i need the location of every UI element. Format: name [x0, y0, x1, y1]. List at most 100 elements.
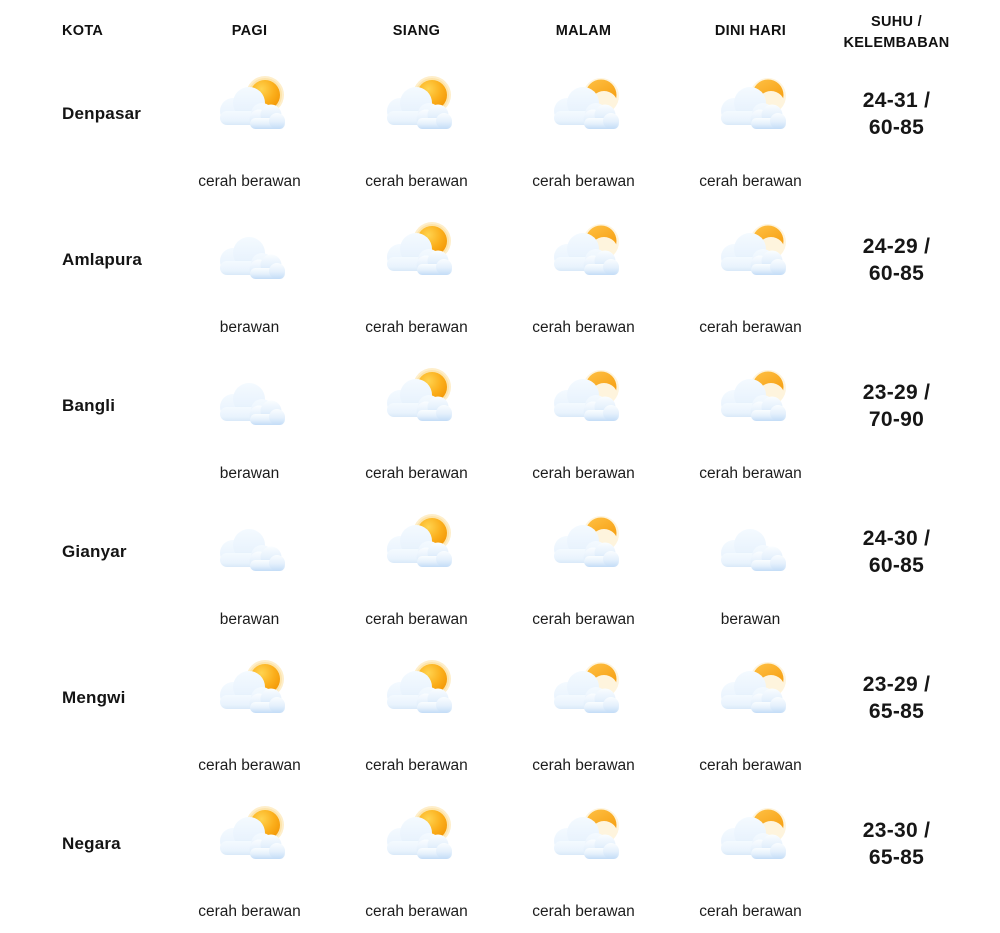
condition-label: cerah berawan — [365, 903, 468, 920]
suhu-line2: 70-90 — [868, 408, 925, 431]
cloud-icon — [711, 510, 791, 594]
sun-cloud-icon — [377, 802, 457, 886]
sun-cloud-icon — [377, 218, 457, 302]
condition-label: berawan — [720, 611, 781, 628]
condition-label: berawan — [219, 319, 280, 336]
forecast-cell-pagi: berawan — [166, 508, 333, 629]
condition-label: cerah berawan — [699, 903, 802, 920]
forecast-cell-siang: cerah berawan — [333, 70, 500, 191]
forecast-cell-siang: cerah berawan — [333, 654, 500, 775]
column-header-suhu-kelembaban: SUHU / KELEMBABAN — [834, 12, 959, 54]
condition-label: berawan — [219, 611, 280, 628]
suhu-line1: 24-31 / — [862, 89, 931, 112]
table-row: Mengwi cerah berawan cerah berawan cerah be… — [62, 654, 1000, 800]
city-name: Mengwi — [62, 688, 126, 707]
moon-cloud-icon — [544, 656, 624, 740]
suhu-line1: 23-29 / — [862, 673, 931, 696]
condition-label: cerah berawan — [699, 757, 802, 774]
condition-label: cerah berawan — [532, 611, 635, 628]
forecast-cell-dini-hari: cerah berawan — [667, 654, 834, 775]
sun-cloud-icon — [377, 72, 457, 156]
city-name: Gianyar — [62, 542, 127, 561]
table-row: Bangli berawan cerah berawan cerah berawan c… — [62, 362, 1000, 508]
suhu-line1: 24-30 / — [862, 527, 931, 550]
city-name: Bangli — [62, 396, 116, 415]
moon-cloud-icon — [711, 656, 791, 740]
forecast-cell-pagi: cerah berawan — [166, 800, 333, 921]
column-header-siang: SIANG — [392, 23, 441, 39]
condition-label: cerah berawan — [365, 173, 468, 190]
column-header-pagi: PAGI — [231, 23, 268, 39]
sun-cloud-icon — [377, 510, 457, 594]
forecast-cell-siang: cerah berawan — [333, 508, 500, 629]
suhu-kelembaban-value: 23-29 / 65-85 — [834, 654, 959, 742]
forecast-cell-malam: cerah berawan — [500, 508, 667, 629]
condition-label: cerah berawan — [532, 903, 635, 920]
column-header-malam: MALAM — [555, 23, 612, 39]
suhu-line1: 24-29 / — [862, 235, 931, 258]
sun-cloud-icon — [210, 802, 290, 886]
forecast-cell-dini-hari: cerah berawan — [667, 216, 834, 337]
condition-label: cerah berawan — [365, 465, 468, 482]
forecast-cell-pagi: berawan — [166, 362, 333, 483]
condition-label: cerah berawan — [198, 903, 301, 920]
table-row: Denpasar cerah berawan cerah berawan cerah … — [62, 70, 1000, 216]
sun-cloud-icon — [210, 656, 290, 740]
condition-label: cerah berawan — [699, 319, 802, 336]
table-header-row: KOTA PAGI SIANG MALAM DINI HARI SUHU / K… — [62, 12, 1000, 70]
forecast-cell-pagi: berawan — [166, 216, 333, 337]
city-name: Amlapura — [62, 250, 143, 269]
moon-cloud-icon — [544, 510, 624, 594]
moon-cloud-icon — [711, 218, 791, 302]
condition-label: cerah berawan — [365, 611, 468, 628]
condition-label: cerah berawan — [532, 757, 635, 774]
moon-cloud-icon — [544, 72, 624, 156]
moon-cloud-icon — [711, 364, 791, 448]
city-name: Denpasar — [62, 104, 142, 123]
condition-label: cerah berawan — [532, 173, 635, 190]
suhu-line1: 23-29 / — [862, 381, 931, 404]
forecast-cell-malam: cerah berawan — [500, 654, 667, 775]
suhu-line2: 65-85 — [868, 846, 925, 869]
moon-cloud-icon — [711, 802, 791, 886]
column-header-dini-hari: DINI HARI — [714, 23, 787, 39]
table-row: Negara cerah berawan cerah berawan cerah be… — [62, 800, 1000, 933]
condition-label: berawan — [219, 465, 280, 482]
sun-cloud-icon — [210, 72, 290, 156]
condition-label: cerah berawan — [365, 757, 468, 774]
condition-label: cerah berawan — [699, 173, 802, 190]
table-body: Denpasar cerah berawan cerah berawan cerah … — [62, 70, 1000, 933]
forecast-cell-pagi: cerah berawan — [166, 654, 333, 775]
column-header-suhu-line2: KELEMBABAN — [843, 35, 950, 51]
suhu-kelembaban-value: 23-29 / 70-90 — [834, 362, 959, 450]
suhu-kelembaban-value: 24-30 / 60-85 — [834, 508, 959, 596]
condition-label: cerah berawan — [365, 319, 468, 336]
forecast-cell-dini-hari: berawan — [667, 508, 834, 629]
cloud-icon — [210, 510, 290, 594]
forecast-cell-dini-hari: cerah berawan — [667, 70, 834, 191]
forecast-cell-siang: cerah berawan — [333, 800, 500, 921]
column-header-kota: KOTA — [62, 23, 104, 39]
sun-cloud-icon — [377, 364, 457, 448]
forecast-cell-malam: cerah berawan — [500, 70, 667, 191]
condition-label: cerah berawan — [532, 319, 635, 336]
suhu-kelembaban-value: 24-31 / 60-85 — [834, 70, 959, 158]
suhu-line2: 65-85 — [868, 700, 925, 723]
cloud-icon — [210, 364, 290, 448]
forecast-cell-dini-hari: cerah berawan — [667, 362, 834, 483]
forecast-cell-malam: cerah berawan — [500, 362, 667, 483]
forecast-cell-malam: cerah berawan — [500, 216, 667, 337]
condition-label: cerah berawan — [198, 757, 301, 774]
condition-label: cerah berawan — [532, 465, 635, 482]
forecast-cell-siang: cerah berawan — [333, 216, 500, 337]
moon-cloud-icon — [711, 72, 791, 156]
moon-cloud-icon — [544, 218, 624, 302]
moon-cloud-icon — [544, 364, 624, 448]
forecast-cell-dini-hari: cerah berawan — [667, 800, 834, 921]
suhu-line2: 60-85 — [868, 262, 925, 285]
suhu-line1: 23-30 / — [862, 819, 931, 842]
table-row: Gianyar berawan cerah berawan cerah berawan… — [62, 508, 1000, 654]
suhu-kelembaban-value: 24-29 / 60-85 — [834, 216, 959, 304]
moon-cloud-icon — [544, 802, 624, 886]
